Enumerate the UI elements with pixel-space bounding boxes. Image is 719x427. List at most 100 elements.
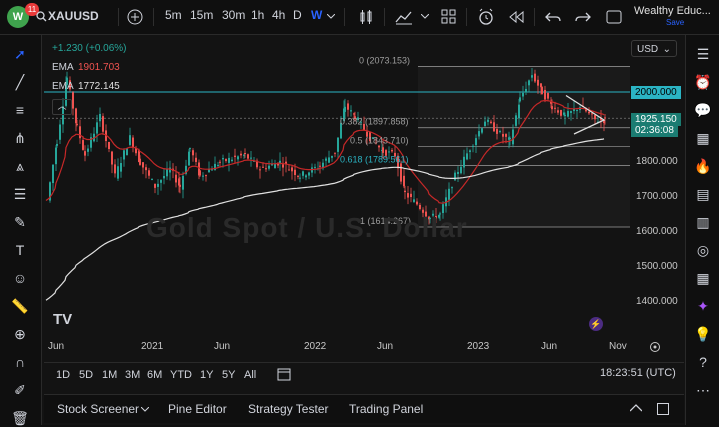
hotlist-icon[interactable]: ▦ — [696, 130, 710, 146]
chevron-down-icon[interactable] — [421, 14, 429, 20]
collapse-legend-icon[interactable]: ︿ — [52, 99, 72, 115]
candle-body — [435, 216, 437, 219]
timeframe-4h[interactable]: 4h — [272, 8, 286, 22]
horizontal-lines-icon[interactable]: ≡ — [15, 102, 25, 118]
tab-pine-editor[interactable]: Pine Editor — [168, 402, 227, 416]
candle-body — [297, 175, 299, 177]
range-bar: 1D 5D 1M 3M 6M YTD 1Y 5Y All — [44, 362, 684, 387]
date-range-icon[interactable] — [277, 367, 291, 381]
time-tick: Jun — [541, 341, 558, 352]
app-logo-icon[interactable]: W — [7, 6, 29, 28]
candle-body — [512, 129, 514, 145]
candle-body — [442, 204, 444, 214]
help-icon[interactable]: ? — [699, 354, 707, 370]
chat-icon[interactable]: 💬 — [694, 102, 712, 118]
maximize-panel-icon[interactable] — [657, 403, 669, 415]
candle-body — [279, 160, 281, 164]
calendar-icon[interactable]: ▤ — [696, 186, 710, 202]
range-6m[interactable]: 6M — [147, 369, 163, 381]
watchlist-icon[interactable]: ☰ — [696, 46, 710, 62]
zoom-in-icon[interactable]: ⊕ — [14, 326, 26, 342]
candle-body — [534, 73, 536, 82]
brush-icon[interactable]: ✎ — [14, 214, 26, 230]
candle-body — [62, 106, 64, 125]
cursor-icon[interactable]: ➚ — [14, 46, 26, 62]
candle-body — [214, 163, 216, 171]
divider — [344, 8, 345, 26]
undo-icon[interactable] — [545, 10, 561, 24]
candle-body — [185, 165, 187, 174]
range-all[interactable]: All — [244, 369, 257, 381]
timeframe-15m[interactable]: 15m — [190, 8, 214, 22]
candle-body — [56, 143, 58, 146]
candle-body — [138, 150, 140, 163]
range-1m[interactable]: 1M — [102, 369, 118, 381]
alerts-icon[interactable]: ⏰ — [694, 74, 712, 90]
trend-line-icon[interactable]: ╱ — [15, 74, 25, 90]
news-icon[interactable]: ▥ — [696, 214, 710, 230]
magnet-icon[interactable]: ∩ — [14, 354, 26, 370]
candle-body — [499, 131, 501, 133]
sparkle-icon[interactable]: ✦ — [697, 298, 709, 314]
price-chart[interactable]: 0 (2073.153) 0.382 (1897.858) 0.5 (1843.71… — [44, 37, 684, 355]
range-1y[interactable]: 1Y — [200, 369, 214, 381]
lightning-icon[interactable]: ⚡ — [589, 317, 603, 331]
fullscreen-square-icon[interactable] — [606, 9, 622, 25]
range-3m[interactable]: 3M — [125, 369, 141, 381]
ruler-icon[interactable]: 📏 — [11, 298, 29, 314]
fib-icon[interactable]: ☰ — [13, 186, 27, 202]
candle-body — [222, 158, 224, 160]
candle-body — [211, 169, 213, 171]
tab-stock-screener[interactable]: Stock Screener — [57, 402, 140, 416]
tab-strategy-tester[interactable]: Strategy Tester — [248, 402, 329, 416]
timeframe-30m[interactable]: 30m — [222, 8, 246, 22]
range-1d[interactable]: 1D — [56, 369, 71, 381]
chevron-down-icon[interactable] — [327, 14, 335, 20]
pitchfork-icon[interactable]: ⋔ — [14, 130, 26, 146]
candle-body — [285, 161, 287, 165]
candle-body — [400, 163, 402, 182]
chevron-up-icon[interactable] — [630, 404, 642, 412]
candle-body — [199, 170, 201, 176]
account-name[interactable]: Wealthy Educ... — [634, 5, 711, 17]
candle-body — [448, 188, 450, 200]
timeframe-5m[interactable]: 5m — [165, 8, 182, 22]
utc-clock[interactable]: 18:23:51 (UTC) — [600, 367, 676, 379]
trash-icon[interactable]: 🗑 — [11, 410, 29, 426]
candle-body — [337, 137, 339, 152]
redo-icon[interactable] — [575, 10, 591, 24]
more-icon[interactable]: ⋯ — [696, 382, 710, 398]
candle-body — [388, 151, 390, 153]
candle-body — [135, 147, 137, 154]
range-5y[interactable]: 5Y — [222, 369, 236, 381]
streams-icon[interactable]: 🔥 — [694, 158, 712, 174]
indicators-icon[interactable] — [395, 9, 413, 25]
tab-trading-panel[interactable]: Trading Panel — [349, 402, 424, 416]
candle-style-icon[interactable] — [358, 9, 374, 25]
chart-settings-icon[interactable] — [649, 341, 661, 353]
lock-pencil-icon[interactable]: ✐ — [14, 382, 26, 398]
save-status[interactable]: Save — [666, 18, 685, 27]
timeframe-w[interactable]: W — [311, 8, 323, 22]
timeframe-d[interactable]: D — [293, 8, 302, 22]
text-tool-icon[interactable]: T — [15, 242, 25, 258]
range-5d[interactable]: 5D — [79, 369, 94, 381]
alert-clock-icon[interactable] — [477, 8, 495, 26]
lightbulb-icon[interactable]: 💡 — [694, 326, 712, 342]
search-icon[interactable] — [36, 11, 47, 22]
currency-selector[interactable]: USD ⌄ — [631, 40, 677, 57]
ideas-icon[interactable]: ◎ — [696, 242, 710, 258]
chevron-down-icon[interactable] — [141, 407, 149, 413]
timeframe-1h[interactable]: 1h — [251, 8, 265, 22]
patterns-icon[interactable]: ⩓ — [16, 158, 24, 174]
candle-body — [454, 172, 456, 181]
replay-icon[interactable] — [508, 10, 524, 24]
candle-body — [271, 163, 273, 166]
layout-grid-icon[interactable] — [441, 9, 457, 25]
range-ytd[interactable]: YTD — [170, 369, 192, 381]
emoji-icon[interactable]: ☺ — [12, 270, 28, 286]
calculator-icon[interactable]: ▦ — [696, 270, 710, 286]
symbol-search[interactable]: XAUUSD — [48, 9, 99, 23]
compare-add-icon[interactable] — [127, 9, 143, 25]
candle-body — [111, 151, 113, 165]
